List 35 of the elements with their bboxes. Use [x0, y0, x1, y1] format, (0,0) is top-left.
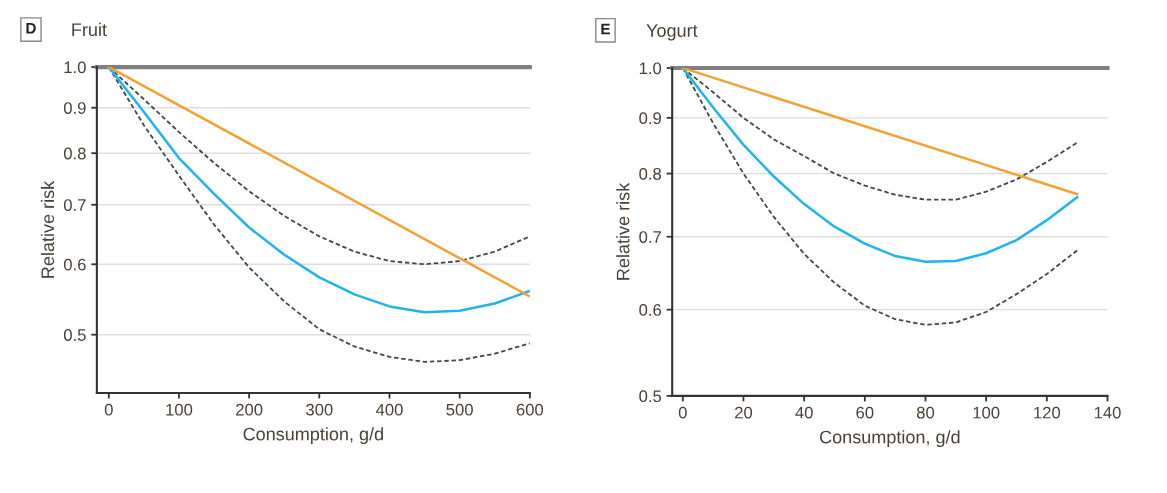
x-tick-label: 200: [236, 403, 263, 416]
y-tick-label: 1.0: [639, 62, 662, 75]
y-tick-label: 0.7: [639, 231, 661, 243]
x-tick-label: 60: [856, 406, 874, 419]
y-tick-label: 0.5: [63, 329, 86, 341]
x-tick-label: 100: [166, 403, 193, 416]
y-tick-label: 1.0: [64, 61, 86, 74]
x-axis-title: Consumption, g/d: [820, 430, 960, 447]
y-tick-label: 0.6: [639, 304, 662, 316]
y-tick-label: 0.9: [63, 102, 86, 114]
x-tick-label: 500: [446, 403, 473, 416]
text: E: [601, 23, 610, 35]
x-tick-label: 100: [973, 406, 1000, 419]
y-tick-label: 0.7: [63, 199, 86, 211]
y-tick-label: 0.8: [639, 167, 662, 180]
x-tick-label: 400: [375, 403, 403, 416]
text: D: [26, 23, 36, 34]
x-tick-label: 300: [306, 403, 333, 416]
x-tick-label: 80: [916, 406, 935, 419]
x-tick-label: 600: [516, 403, 544, 416]
y-tick-label: 0.9: [639, 112, 661, 125]
x-tick-label: 0: [104, 403, 113, 416]
chart-title: Fruit: [72, 22, 107, 37]
x-axis-title: Consumption, g/d: [243, 427, 383, 445]
chart-title: Yogurt: [646, 24, 698, 41]
y-tick-label: 0.6: [63, 258, 86, 271]
y-axis-title: Relative risk: [40, 180, 55, 278]
x-tick-label: 140: [1094, 406, 1121, 419]
x-tick-label: 120: [1034, 406, 1061, 419]
y-tick-label: 0.8: [63, 147, 86, 160]
x-tick-label: 40: [795, 406, 813, 419]
y-axis-title: Relative risk: [616, 182, 630, 280]
x-tick-label: 0: [678, 406, 687, 419]
x-tick-label: 20: [735, 406, 753, 419]
y-tick-label: 0.5: [639, 390, 662, 403]
